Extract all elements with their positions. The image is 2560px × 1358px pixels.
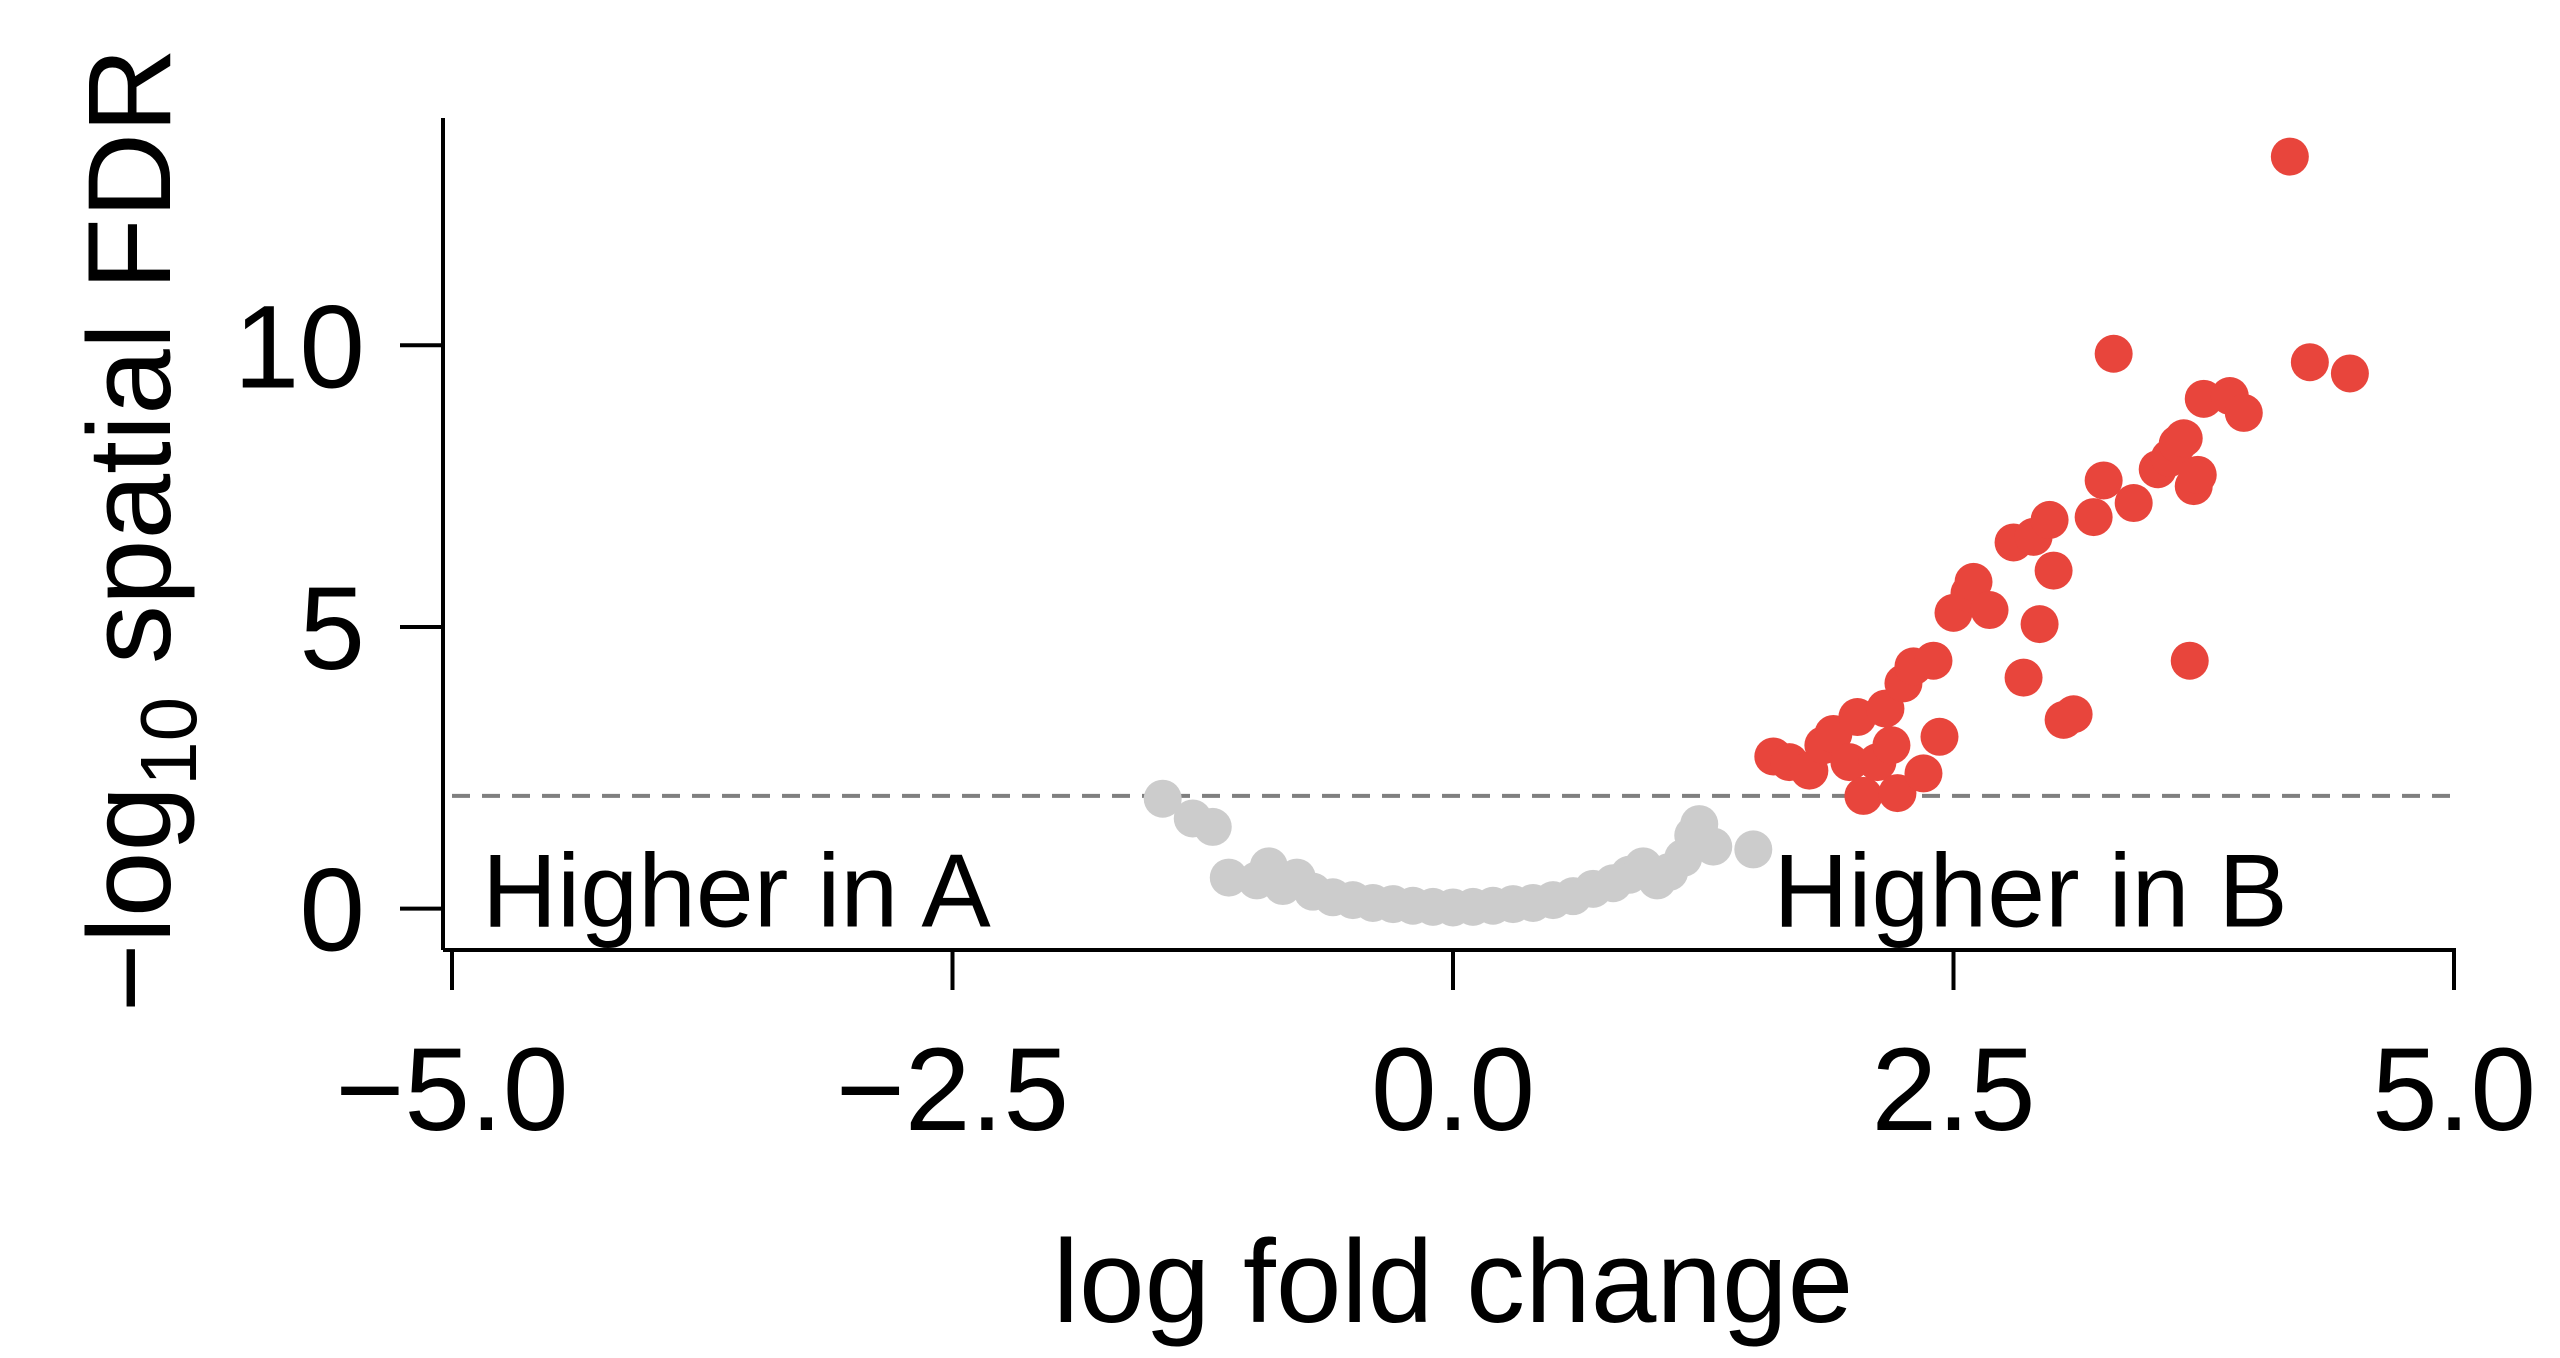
x-tick-label: −2.5 — [836, 1024, 1069, 1156]
annotation-higher-in-b: Higher in B — [1773, 834, 2287, 950]
x-tick-label: 2.5 — [1871, 1024, 2035, 1156]
y-ticks: 0 5 10 — [234, 281, 443, 977]
significant-points — [1754, 137, 2369, 815]
significant-point — [2178, 455, 2217, 494]
x-ticks: −5.0 −2.5 0.0 2.5 5.0 — [336, 950, 2536, 1156]
significant-point — [2224, 393, 2263, 432]
significant-point — [2054, 695, 2093, 734]
significant-point — [2114, 484, 2153, 523]
not-significant-point — [1734, 830, 1773, 869]
significant-point — [1844, 776, 1883, 815]
y-axis-title-suffix: spatial FDR — [64, 48, 196, 697]
significant-point — [2030, 500, 2069, 539]
significant-point — [1914, 641, 1953, 680]
significant-point — [2094, 334, 2133, 373]
significant-point — [1904, 754, 1943, 793]
significant-point — [2290, 343, 2329, 382]
x-tick-label: −5.0 — [336, 1024, 569, 1156]
significant-point — [1970, 591, 2009, 630]
y-axis-title-subscript: 10 — [124, 697, 213, 786]
y-tick-label: 0 — [299, 845, 365, 977]
annotation-higher-in-a: Higher in A — [482, 834, 991, 950]
significant-point — [1954, 562, 1993, 601]
not-significant-point — [1209, 858, 1248, 897]
not-significant-point — [1143, 779, 1182, 818]
significant-point — [1878, 774, 1917, 813]
significant-point — [2084, 461, 2123, 500]
y-tick-label: 5 — [299, 563, 365, 695]
axes-layer — [441, 118, 2456, 952]
significant-point — [1830, 743, 1869, 782]
not-significant-point — [1193, 807, 1232, 846]
significant-point — [2330, 354, 2369, 393]
x-tick-label: 0.0 — [1371, 1024, 1535, 1156]
significant-point — [1920, 717, 1959, 756]
significant-point — [2034, 551, 2073, 590]
significant-point — [2004, 658, 2043, 697]
significant-point — [2270, 137, 2309, 176]
not-significant-points — [1143, 779, 1773, 927]
y-axis-title: −log10 spatial FDR — [64, 48, 213, 1013]
significant-point — [2164, 419, 2203, 458]
annotation-layer: Higher in A Higher in B — [482, 834, 2288, 950]
significant-point — [2020, 605, 2059, 644]
significant-point — [2170, 641, 2209, 680]
y-tick-label: 10 — [234, 281, 365, 413]
x-axis-title: log fold change — [1053, 1216, 1853, 1348]
significant-point — [1872, 726, 1911, 765]
y-axis-title-prefix: −log — [64, 786, 196, 1012]
significant-point — [2074, 498, 2113, 537]
x-tick-label: 5.0 — [2372, 1024, 2536, 1156]
not-significant-point — [1694, 827, 1733, 866]
